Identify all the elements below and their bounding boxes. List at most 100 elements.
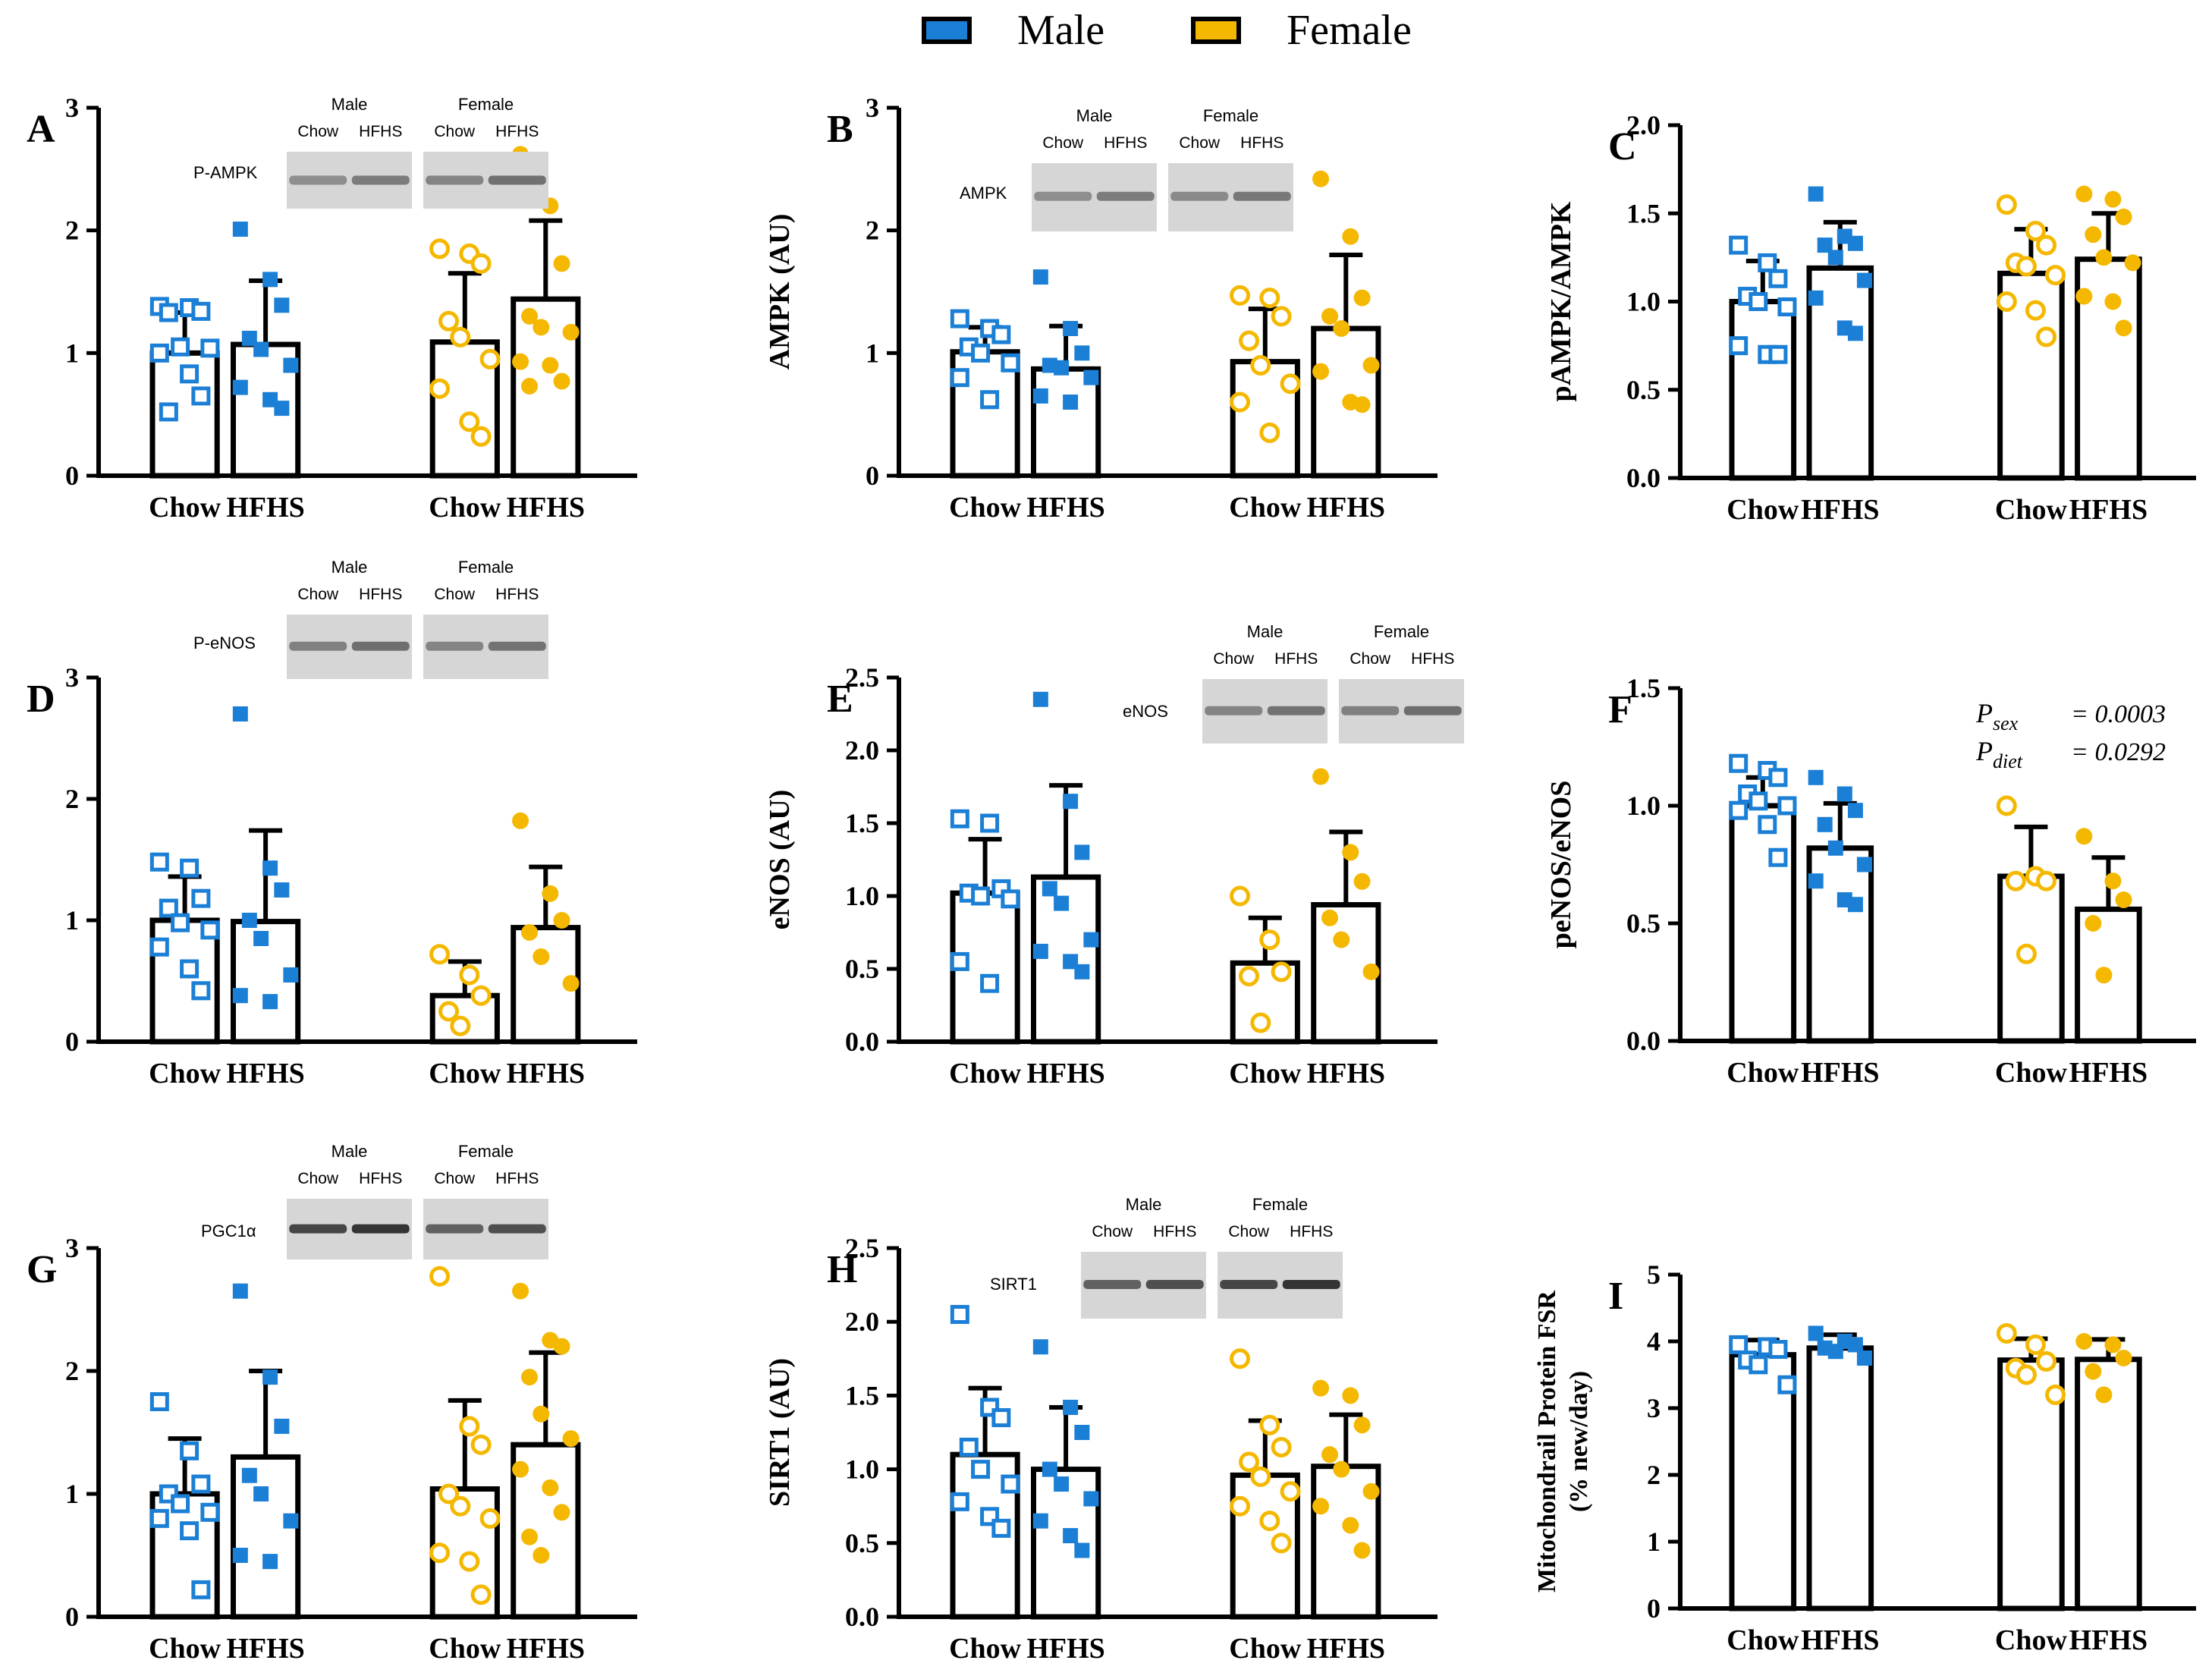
data-point-female[interactable] [562, 1430, 580, 1448]
data-point-female[interactable] [2104, 873, 2122, 890]
data-point-female[interactable] [450, 1015, 471, 1036]
data-point-male[interactable] [191, 1580, 211, 1599]
data-point-female[interactable] [470, 1434, 492, 1455]
data-point-female[interactable] [512, 353, 529, 370]
data-point-female[interactable] [438, 1483, 460, 1504]
data-point-male[interactable] [191, 1474, 211, 1494]
data-point-female[interactable] [1259, 1414, 1280, 1435]
data-point-female[interactable] [2075, 185, 2093, 203]
data-point-female[interactable] [2095, 967, 2113, 984]
data-point-female[interactable] [2085, 1363, 2102, 1380]
data-point-male[interactable] [253, 1486, 269, 1501]
data-point-female[interactable] [1239, 330, 1260, 351]
data-point-female[interactable] [533, 1547, 550, 1564]
data-point-male[interactable] [274, 297, 290, 313]
data-point-male[interactable] [971, 1460, 991, 1479]
data-point-female[interactable] [2115, 1350, 2132, 1366]
data-point-male[interactable] [1063, 1528, 1079, 1544]
data-point-male[interactable] [1768, 768, 1788, 788]
data-point-female[interactable] [1259, 929, 1280, 951]
data-point-female[interactable] [459, 964, 480, 986]
data-point-female[interactable] [553, 373, 570, 390]
bar-chow-male[interactable] [1729, 803, 1797, 1044]
data-point-female[interactable] [2104, 293, 2122, 310]
data-point-female[interactable] [1271, 961, 1292, 983]
data-point-male[interactable] [1054, 895, 1070, 911]
data-point-female[interactable] [1312, 170, 1330, 187]
data-point-male[interactable] [232, 1548, 248, 1563]
data-point-male[interactable] [1847, 325, 1863, 341]
data-point-male[interactable] [191, 981, 211, 1001]
data-point-female[interactable] [1259, 1511, 1280, 1532]
data-point-male[interactable] [283, 1513, 299, 1529]
data-point-female[interactable] [2124, 254, 2141, 272]
data-point-male[interactable] [180, 858, 200, 878]
data-point-male[interactable] [159, 898, 178, 918]
data-point-female[interactable] [542, 885, 559, 902]
data-point-female[interactable] [2095, 249, 2113, 266]
data-point-male[interactable] [1749, 1355, 1768, 1375]
data-point-female[interactable] [429, 1266, 451, 1287]
data-point-female[interactable] [2036, 326, 2057, 347]
data-point-male[interactable] [1847, 235, 1863, 251]
data-point-male[interactable] [180, 1441, 200, 1460]
data-point-female[interactable] [2115, 208, 2132, 225]
data-point-male[interactable] [1074, 844, 1090, 860]
data-point-female[interactable] [521, 1528, 539, 1545]
data-point-male[interactable] [1054, 1476, 1070, 1492]
data-point-male[interactable] [1777, 297, 1797, 316]
data-point-female[interactable] [429, 1542, 451, 1564]
data-point-female[interactable] [533, 1405, 550, 1423]
data-point-female[interactable] [1280, 1481, 1301, 1502]
data-point-female[interactable] [1230, 285, 1251, 306]
data-point-male[interactable] [180, 959, 200, 979]
data-point-male[interactable] [149, 343, 169, 363]
data-point-female[interactable] [1996, 795, 2017, 816]
data-point-male[interactable] [1063, 1399, 1079, 1415]
data-point-female[interactable] [450, 326, 471, 347]
data-point-female[interactable] [429, 378, 451, 399]
data-point-female[interactable] [2115, 319, 2132, 337]
data-point-male[interactable] [950, 309, 969, 329]
data-point-female[interactable] [2104, 190, 2122, 208]
data-point-male[interactable] [1729, 336, 1749, 356]
data-point-male[interactable] [1817, 816, 1833, 832]
data-point-female[interactable] [2095, 1386, 2113, 1404]
data-point-male[interactable] [253, 341, 269, 357]
data-point-male[interactable] [1827, 1344, 1843, 1360]
data-point-female[interactable] [1250, 1012, 1271, 1033]
data-point-female[interactable] [2075, 1333, 2093, 1350]
data-point-female[interactable] [562, 975, 580, 992]
data-point-female[interactable] [1996, 291, 2017, 312]
data-point-male[interactable] [191, 301, 211, 321]
data-point-female[interactable] [2036, 234, 2057, 256]
data-point-female[interactable] [1353, 1416, 1371, 1434]
data-point-male[interactable] [971, 886, 991, 906]
data-point-male[interactable] [950, 809, 969, 828]
data-point-male[interactable] [274, 882, 290, 898]
data-point-female[interactable] [438, 310, 460, 332]
data-point-male[interactable] [262, 1369, 278, 1385]
data-point-female[interactable] [1333, 320, 1350, 337]
data-point-female[interactable] [2085, 226, 2102, 244]
data-point-female[interactable] [521, 924, 539, 941]
data-point-female[interactable] [1271, 1533, 1292, 1554]
data-point-male[interactable] [959, 1437, 979, 1457]
data-point-female[interactable] [429, 944, 451, 965]
data-point-male[interactable] [262, 994, 278, 1010]
data-point-male[interactable] [241, 1467, 257, 1483]
data-point-male[interactable] [950, 1304, 969, 1324]
data-point-female[interactable] [1996, 194, 2017, 215]
data-point-male[interactable] [262, 1554, 278, 1570]
data-point-male[interactable] [262, 860, 278, 876]
data-point-male[interactable] [171, 1494, 190, 1514]
data-point-male[interactable] [1808, 873, 1824, 889]
data-point-male[interactable] [200, 920, 220, 940]
data-point-male[interactable] [1729, 800, 1749, 820]
data-point-male[interactable] [971, 343, 991, 363]
data-point-female[interactable] [1353, 289, 1371, 307]
data-point-male[interactable] [1847, 897, 1863, 913]
data-point-female[interactable] [553, 1504, 570, 1521]
data-point-female[interactable] [1353, 873, 1371, 890]
data-point-female[interactable] [450, 1495, 471, 1517]
